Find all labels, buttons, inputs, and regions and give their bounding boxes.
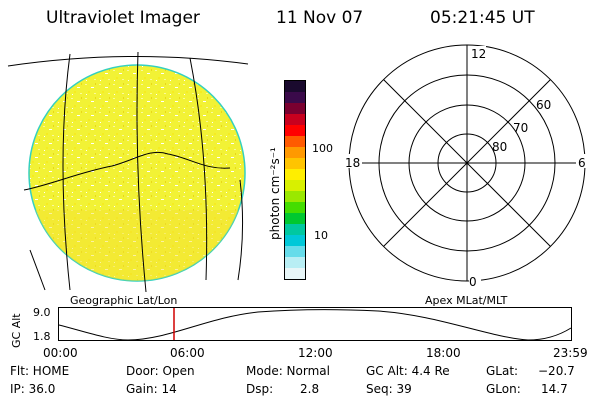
gain-info: Gain: 14 xyxy=(126,382,177,396)
mlt-label-0: 0 xyxy=(469,275,477,289)
mlt-label-12: 12 xyxy=(471,47,487,61)
longitude-line xyxy=(189,57,208,281)
latitude-line-north xyxy=(7,56,249,67)
glat-value: −20.7 xyxy=(538,364,575,378)
apex-label: Apex MLat/MLT xyxy=(425,294,508,307)
glon-label: GLon: xyxy=(486,382,521,396)
time-tick-0000: 00:00 xyxy=(43,346,78,360)
longitude-line xyxy=(62,53,71,291)
colorbar-tick-100: 100 xyxy=(312,142,333,155)
dsp-value: 2.8 xyxy=(300,382,320,396)
flight-info: Flt: HOME xyxy=(10,364,70,378)
date-label: 11 Nov 07 xyxy=(276,8,364,28)
altitude-curve xyxy=(58,309,572,341)
uv-image-geographic xyxy=(7,51,249,293)
alt-axis-label: GC Alt xyxy=(10,313,23,348)
glat-label: GLat: xyxy=(486,364,519,378)
mlt-label-6: 6 xyxy=(578,156,586,170)
colorbar-unit-label: photon cm⁻²s⁻¹ xyxy=(268,147,282,240)
colorbar-tick-10: 10 xyxy=(314,229,328,242)
instrument-title: Ultraviolet Imager xyxy=(46,8,200,28)
time-label: 05:21:45 UT xyxy=(430,8,535,28)
time-tick-0600: 06:00 xyxy=(170,346,205,360)
altitude-timeline xyxy=(58,307,572,341)
earth-disc xyxy=(28,64,246,282)
time-tick-1200: 12:00 xyxy=(298,346,333,360)
glon-value: 14.7 xyxy=(541,382,568,396)
alt-y-bottom: 1.8 xyxy=(33,330,51,343)
colorbar xyxy=(284,80,306,280)
latitude-line-equator xyxy=(23,152,231,191)
alt-y-top: 9.0 xyxy=(33,306,51,319)
time-tick-2359: 23:59 xyxy=(553,346,588,360)
mlat-label-80: 80 xyxy=(492,140,508,154)
ip-info: IP: 36.0 xyxy=(10,382,56,396)
sequence-info: Seq: 39 xyxy=(366,382,412,396)
dsp-label: Dsp: xyxy=(246,382,274,396)
longitude-line xyxy=(136,51,147,293)
mlat-label-60: 60 xyxy=(536,98,552,112)
gc-altitude-info: GC Alt: 4.4 Re xyxy=(366,364,450,378)
geographic-label: Geographic Lat/Lon xyxy=(70,294,178,307)
polar-plot-mlt xyxy=(340,44,590,282)
door-info: Door: Open xyxy=(126,364,195,378)
mlt-label-18: 18 xyxy=(345,156,361,170)
mlat-label-70: 70 xyxy=(513,121,529,135)
mode-info: Mode: Normal xyxy=(246,364,330,378)
time-tick-1800: 18:00 xyxy=(426,346,461,360)
